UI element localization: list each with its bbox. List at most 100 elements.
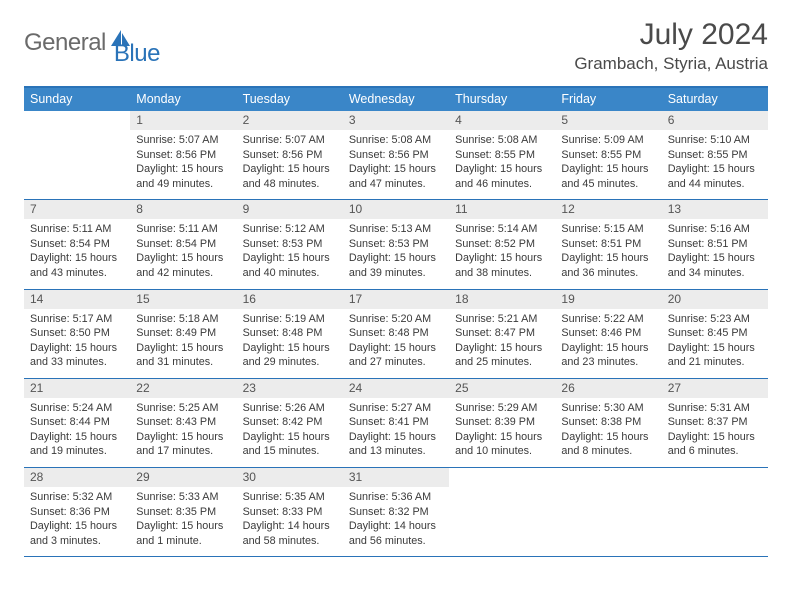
- day-number: 28: [24, 468, 130, 487]
- cell-body: Sunrise: 5:36 AMSunset: 8:32 PMDaylight:…: [343, 487, 449, 548]
- sunset-text: Sunset: 8:46 PM: [561, 326, 655, 341]
- cell-body: Sunrise: 5:16 AMSunset: 8:51 PMDaylight:…: [662, 219, 768, 280]
- calendar-cell: 3Sunrise: 5:08 AMSunset: 8:56 PMDaylight…: [343, 111, 449, 199]
- calendar-cell: 12Sunrise: 5:15 AMSunset: 8:51 PMDayligh…: [555, 200, 661, 288]
- day-number: 1: [130, 111, 236, 130]
- day-header-row: Sunday Monday Tuesday Wednesday Thursday…: [24, 88, 768, 111]
- daylight-text: and 1 minute.: [136, 534, 230, 549]
- calendar-cell: 26Sunrise: 5:30 AMSunset: 8:38 PMDayligh…: [555, 379, 661, 467]
- calendar-cell: 25Sunrise: 5:29 AMSunset: 8:39 PMDayligh…: [449, 379, 555, 467]
- calendar-cell: 14Sunrise: 5:17 AMSunset: 8:50 PMDayligh…: [24, 290, 130, 378]
- calendar-cell: 15Sunrise: 5:18 AMSunset: 8:49 PMDayligh…: [130, 290, 236, 378]
- daylight-text: Daylight: 15 hours: [30, 519, 124, 534]
- sunset-text: Sunset: 8:50 PM: [30, 326, 124, 341]
- daylight-text: and 31 minutes.: [136, 355, 230, 370]
- sunrise-text: Sunrise: 5:07 AM: [243, 133, 337, 148]
- calendar-cell: 21Sunrise: 5:24 AMSunset: 8:44 PMDayligh…: [24, 379, 130, 467]
- sunset-text: Sunset: 8:36 PM: [30, 505, 124, 520]
- sunrise-text: Sunrise: 5:12 AM: [243, 222, 337, 237]
- sunrise-text: Sunrise: 5:26 AM: [243, 401, 337, 416]
- day-number: 8: [130, 200, 236, 219]
- calendar-cell: 10Sunrise: 5:13 AMSunset: 8:53 PMDayligh…: [343, 200, 449, 288]
- cell-body: Sunrise: 5:26 AMSunset: 8:42 PMDaylight:…: [237, 398, 343, 459]
- calendar-cell: 2Sunrise: 5:07 AMSunset: 8:56 PMDaylight…: [237, 111, 343, 199]
- sunset-text: Sunset: 8:55 PM: [668, 148, 762, 163]
- day-number: 5: [555, 111, 661, 130]
- sunrise-text: Sunrise: 5:20 AM: [349, 312, 443, 327]
- daylight-text: Daylight: 15 hours: [349, 341, 443, 356]
- sunrise-text: Sunrise: 5:11 AM: [136, 222, 230, 237]
- day-number: 12: [555, 200, 661, 219]
- daylight-text: and 29 minutes.: [243, 355, 337, 370]
- daylight-text: Daylight: 15 hours: [668, 341, 762, 356]
- calendar-cell: 8Sunrise: 5:11 AMSunset: 8:54 PMDaylight…: [130, 200, 236, 288]
- calendar-cell: [662, 468, 768, 556]
- sunrise-text: Sunrise: 5:16 AM: [668, 222, 762, 237]
- cell-body: Sunrise: 5:27 AMSunset: 8:41 PMDaylight:…: [343, 398, 449, 459]
- calendar-cell: 23Sunrise: 5:26 AMSunset: 8:42 PMDayligh…: [237, 379, 343, 467]
- daylight-text: and 3 minutes.: [30, 534, 124, 549]
- daylight-text: Daylight: 15 hours: [30, 430, 124, 445]
- week-row: 21Sunrise: 5:24 AMSunset: 8:44 PMDayligh…: [24, 379, 768, 468]
- daylight-text: and 43 minutes.: [30, 266, 124, 281]
- daylight-text: and 17 minutes.: [136, 444, 230, 459]
- calendar-cell: 29Sunrise: 5:33 AMSunset: 8:35 PMDayligh…: [130, 468, 236, 556]
- cell-body: Sunrise: 5:30 AMSunset: 8:38 PMDaylight:…: [555, 398, 661, 459]
- sunset-text: Sunset: 8:53 PM: [349, 237, 443, 252]
- day-number: 4: [449, 111, 555, 130]
- sunrise-text: Sunrise: 5:31 AM: [668, 401, 762, 416]
- day-number: 29: [130, 468, 236, 487]
- daylight-text: Daylight: 15 hours: [455, 341, 549, 356]
- day-number: 6: [662, 111, 768, 130]
- sunrise-text: Sunrise: 5:09 AM: [561, 133, 655, 148]
- week-row: 7Sunrise: 5:11 AMSunset: 8:54 PMDaylight…: [24, 200, 768, 289]
- day-number: 19: [555, 290, 661, 309]
- sunset-text: Sunset: 8:41 PM: [349, 415, 443, 430]
- cell-body: Sunrise: 5:08 AMSunset: 8:55 PMDaylight:…: [449, 130, 555, 191]
- sunset-text: Sunset: 8:55 PM: [561, 148, 655, 163]
- day-number: [24, 111, 130, 116]
- daylight-text: and 13 minutes.: [349, 444, 443, 459]
- day-number: 25: [449, 379, 555, 398]
- calendar-cell: [555, 468, 661, 556]
- day-number: 14: [24, 290, 130, 309]
- daylight-text: Daylight: 15 hours: [349, 162, 443, 177]
- sunset-text: Sunset: 8:56 PM: [243, 148, 337, 163]
- sunset-text: Sunset: 8:47 PM: [455, 326, 549, 341]
- day-number: 11: [449, 200, 555, 219]
- sunrise-text: Sunrise: 5:14 AM: [455, 222, 549, 237]
- day-number: 10: [343, 200, 449, 219]
- calendar-cell: [449, 468, 555, 556]
- calendar-cell: 6Sunrise: 5:10 AMSunset: 8:55 PMDaylight…: [662, 111, 768, 199]
- cell-body: Sunrise: 5:07 AMSunset: 8:56 PMDaylight:…: [130, 130, 236, 191]
- daylight-text: Daylight: 15 hours: [561, 341, 655, 356]
- week-row: 28Sunrise: 5:32 AMSunset: 8:36 PMDayligh…: [24, 468, 768, 557]
- day-header: Monday: [130, 88, 236, 111]
- sunrise-text: Sunrise: 5:35 AM: [243, 490, 337, 505]
- day-number: [449, 468, 555, 473]
- sunset-text: Sunset: 8:39 PM: [455, 415, 549, 430]
- calendar-cell: 7Sunrise: 5:11 AMSunset: 8:54 PMDaylight…: [24, 200, 130, 288]
- sunset-text: Sunset: 8:33 PM: [243, 505, 337, 520]
- daylight-text: Daylight: 15 hours: [243, 341, 337, 356]
- calendar-cell: 4Sunrise: 5:08 AMSunset: 8:55 PMDaylight…: [449, 111, 555, 199]
- daylight-text: Daylight: 15 hours: [136, 430, 230, 445]
- sunrise-text: Sunrise: 5:23 AM: [668, 312, 762, 327]
- calendar-cell: 9Sunrise: 5:12 AMSunset: 8:53 PMDaylight…: [237, 200, 343, 288]
- cell-body: Sunrise: 5:18 AMSunset: 8:49 PMDaylight:…: [130, 309, 236, 370]
- sunrise-text: Sunrise: 5:24 AM: [30, 401, 124, 416]
- cell-body: Sunrise: 5:13 AMSunset: 8:53 PMDaylight:…: [343, 219, 449, 280]
- daylight-text: and 21 minutes.: [668, 355, 762, 370]
- cell-body: Sunrise: 5:31 AMSunset: 8:37 PMDaylight:…: [662, 398, 768, 459]
- day-number: 17: [343, 290, 449, 309]
- daylight-text: Daylight: 15 hours: [668, 162, 762, 177]
- day-number: 30: [237, 468, 343, 487]
- sunrise-text: Sunrise: 5:19 AM: [243, 312, 337, 327]
- daylight-text: and 15 minutes.: [243, 444, 337, 459]
- daylight-text: Daylight: 15 hours: [243, 430, 337, 445]
- daylight-text: and 23 minutes.: [561, 355, 655, 370]
- day-number: 26: [555, 379, 661, 398]
- calendar-cell: 17Sunrise: 5:20 AMSunset: 8:48 PMDayligh…: [343, 290, 449, 378]
- daylight-text: and 8 minutes.: [561, 444, 655, 459]
- day-number: 24: [343, 379, 449, 398]
